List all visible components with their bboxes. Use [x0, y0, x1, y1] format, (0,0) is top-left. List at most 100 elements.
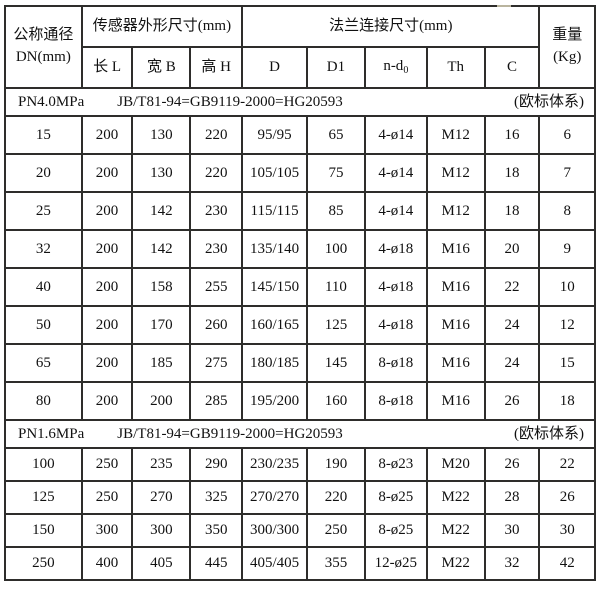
header-weight-line1: 重量 [552, 27, 583, 44]
header-flange-th: Th [425, 46, 486, 89]
table-row: 32 200 142 230 135/140 100 4-ø18 M16 20 … [4, 229, 596, 269]
header-nominal-diameter-line2: DN(mm) [15, 49, 71, 65]
cell-flange-d: 145/150 [241, 267, 309, 307]
cell-height-h: 445 [189, 546, 244, 581]
cell-flange-d: 95/95 [241, 115, 309, 155]
cell-height-h: 255 [189, 267, 244, 307]
cell-dn: 40 [4, 267, 83, 307]
cell-flange-th: M12 [425, 115, 486, 155]
cell-flange-d1: 355 [306, 546, 366, 581]
cell-height-h: 325 [189, 480, 244, 515]
cell-width-b: 142 [131, 229, 192, 269]
cell-flange-th: M12 [425, 153, 486, 193]
cell-width-b: 300 [131, 513, 192, 548]
cell-length-l: 200 [80, 305, 134, 345]
table-row: 20 200 130 220 105/105 75 4-ø14 M12 18 7 [4, 153, 596, 193]
table-row: 100 250 235 290 230/235 190 8-ø23 M20 26… [4, 447, 596, 482]
cell-flange-th: M22 [425, 546, 486, 581]
cell-flange-d1: 250 [306, 513, 366, 548]
cell-dn: 50 [4, 305, 83, 345]
cropped-text-remnant [497, 5, 511, 7]
cell-flange-th: M22 [425, 513, 486, 548]
cell-flange-d: 105/105 [241, 153, 309, 193]
cell-flange-d: 115/115 [241, 191, 309, 231]
cell-flange-d: 405/405 [241, 546, 309, 581]
standard-system-note: (欧标体系) [514, 425, 584, 442]
dimension-spec-table: 公称通径 DN(mm) 传感器外形尺寸(mm) 法兰连接尺寸(mm) 重量 (K… [4, 5, 596, 581]
header-nominal-diameter: 公称通径 DN(mm) [4, 5, 83, 89]
header-sensor-dimensions-group: 传感器外形尺寸(mm) [80, 5, 244, 48]
cell-weight: 8 [538, 191, 596, 231]
cell-dn: 80 [4, 381, 83, 421]
cell-flange-d1: 100 [306, 229, 366, 269]
cell-length-l: 200 [80, 153, 134, 193]
cell-width-b: 270 [131, 480, 192, 515]
cell-width-b: 235 [131, 447, 192, 482]
header-weight: 重量 (Kg) [538, 5, 596, 89]
cell-weight: 10 [538, 267, 596, 307]
header-weight-line2: (Kg) [553, 49, 582, 65]
cell-flange-nd0: 8-ø18 [363, 381, 428, 421]
cell-width-b: 130 [131, 153, 192, 193]
cell-height-h: 290 [189, 447, 244, 482]
table-row: 25 200 142 230 115/115 85 4-ø14 M12 18 8 [4, 191, 596, 231]
cell-flange-th: M12 [425, 191, 486, 231]
cell-flange-c: 26 [483, 381, 541, 421]
cell-flange-nd0: 8-ø25 [363, 480, 428, 515]
cell-flange-nd0: 8-ø18 [363, 343, 428, 383]
cell-flange-nd0: 4-ø18 [363, 305, 428, 345]
section-pn16: PN1.6MPa JB/T81-94=GB9119-2000=HG20593 (… [4, 419, 596, 581]
table-row: 250 400 405 445 405/405 355 12-ø25 M22 3… [4, 546, 596, 581]
cell-flange-d: 300/300 [241, 513, 309, 548]
cell-flange-d1: 160 [306, 381, 366, 421]
cell-flange-d: 270/270 [241, 480, 309, 515]
cell-length-l: 300 [80, 513, 134, 548]
cell-width-b: 170 [131, 305, 192, 345]
standard-reference-label: JB/T81-94=GB9119-2000=HG20593 [117, 425, 343, 442]
cell-flange-d1: 145 [306, 343, 366, 383]
header-width-b: 宽 B [131, 46, 192, 89]
cell-dn: 32 [4, 229, 83, 269]
header-nominal-diameter-line1: 公称通径 [13, 27, 74, 44]
section-pn4: PN4.0MPa JB/T81-94=GB9119-2000=HG20593 (… [4, 87, 596, 421]
table-row: 80 200 200 285 195/200 160 8-ø18 M16 26 … [4, 381, 596, 421]
cell-length-l: 200 [80, 229, 134, 269]
standard-reference-label: JB/T81-94=GB9119-2000=HG20593 [117, 93, 343, 110]
cell-flange-c: 22 [483, 267, 541, 307]
cell-flange-c: 26 [483, 447, 541, 482]
cell-weight: 12 [538, 305, 596, 345]
cell-height-h: 275 [189, 343, 244, 383]
cell-length-l: 200 [80, 191, 134, 231]
header-flange-nd0: n-d0 [363, 46, 428, 89]
header-flange-c: C [483, 46, 541, 89]
cell-flange-th: M16 [425, 267, 486, 307]
standard-system-note: (欧标体系) [514, 93, 584, 110]
cell-width-b: 405 [131, 546, 192, 581]
cell-flange-d: 160/165 [241, 305, 309, 345]
section-header-cell-pn16: PN1.6MPa JB/T81-94=GB9119-2000=HG20593 (… [4, 419, 596, 449]
cell-weight: 6 [538, 115, 596, 155]
header-flange-nd0-sub: 0 [403, 65, 409, 77]
cell-flange-th: M16 [425, 229, 486, 269]
cell-flange-th: M22 [425, 480, 486, 515]
cell-flange-c: 20 [483, 229, 541, 269]
section-header-row-pn4: PN4.0MPa JB/T81-94=GB9119-2000=HG20593 (… [4, 87, 596, 117]
cell-dn: 250 [4, 546, 83, 581]
cell-width-b: 142 [131, 191, 192, 231]
table-row: 125 250 270 325 270/270 220 8-ø25 M22 28… [4, 480, 596, 515]
cell-flange-c: 30 [483, 513, 541, 548]
cell-length-l: 200 [80, 267, 134, 307]
cell-dn: 65 [4, 343, 83, 383]
section-header-cell-pn4: PN4.0MPa JB/T81-94=GB9119-2000=HG20593 (… [4, 87, 596, 117]
cell-flange-nd0: 4-ø14 [363, 153, 428, 193]
header-flange-d1: D1 [306, 46, 366, 89]
cell-flange-d: 195/200 [241, 381, 309, 421]
cell-flange-th: M16 [425, 305, 486, 345]
cell-flange-d: 230/235 [241, 447, 309, 482]
cell-weight: 22 [538, 447, 596, 482]
pressure-rating-label: PN1.6MPa [18, 425, 85, 442]
cell-flange-c: 32 [483, 546, 541, 581]
cell-length-l: 400 [80, 546, 134, 581]
cell-height-h: 220 [189, 153, 244, 193]
cell-width-b: 130 [131, 115, 192, 155]
